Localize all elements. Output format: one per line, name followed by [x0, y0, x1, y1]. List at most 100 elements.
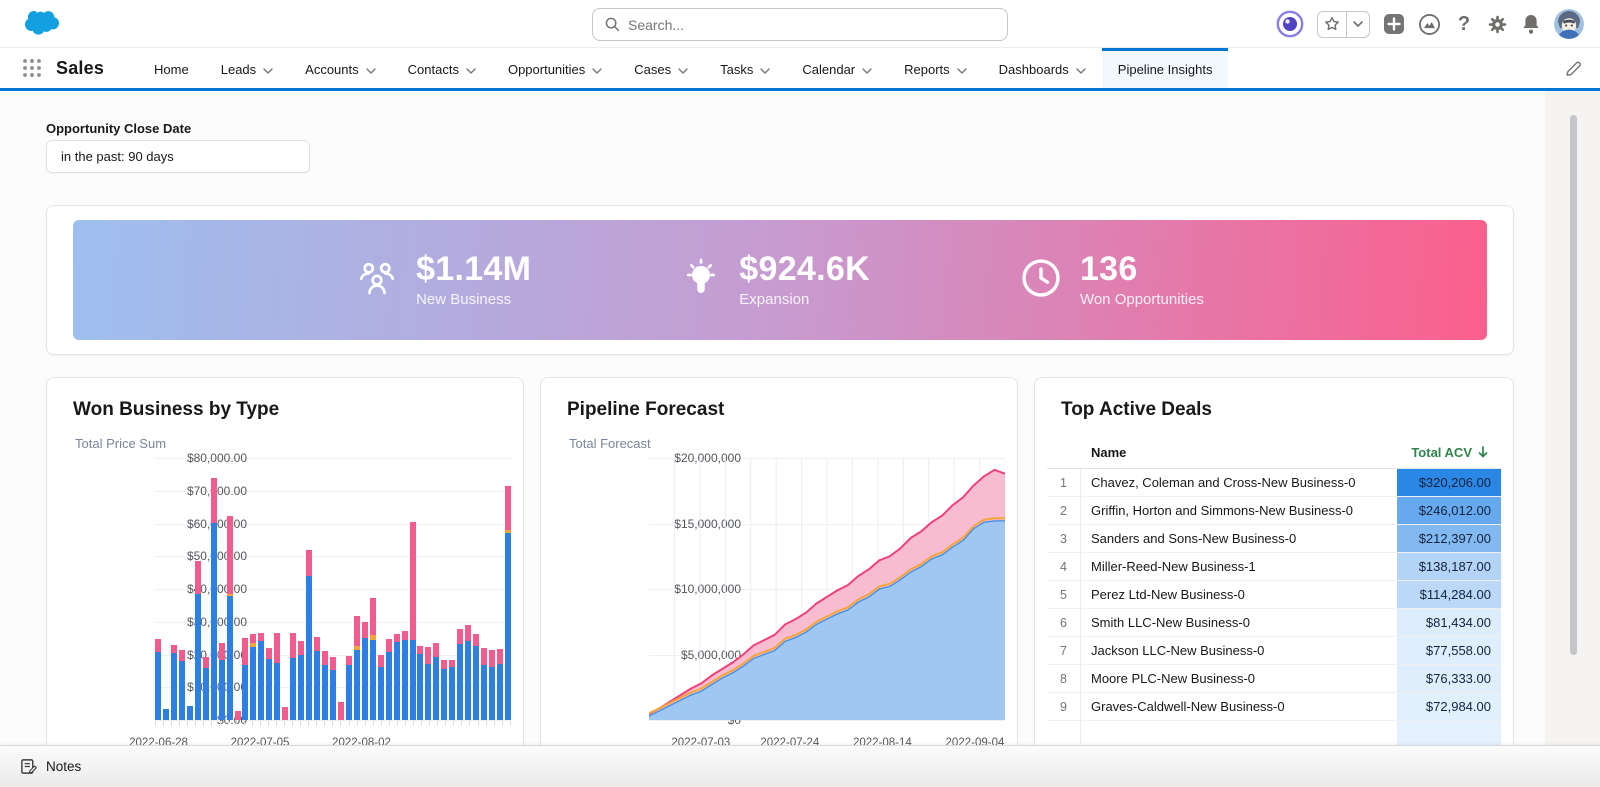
tab-calendar[interactable]: Calendar — [786, 48, 888, 88]
bar[interactable] — [345, 656, 352, 720]
table-row[interactable]: 1 Chavez, Coleman and Cross-New Business-… — [1047, 469, 1501, 497]
agentforce-icon[interactable] — [1276, 10, 1304, 38]
x-tick — [485, 721, 487, 725]
bar[interactable] — [481, 648, 488, 720]
help-icon[interactable]: ? — [1454, 13, 1474, 35]
setup-gear-icon[interactable] — [1487, 14, 1508, 35]
bar[interactable] — [194, 561, 201, 720]
bar[interactable] — [242, 638, 249, 720]
bar[interactable] — [178, 650, 185, 720]
table-row[interactable]: 7 Jackson LLC-New Business-0 $77,558.00 — [1047, 637, 1501, 665]
tab-contacts[interactable]: Contacts — [392, 48, 492, 88]
table-row-partial[interactable] — [1047, 721, 1501, 745]
table-row[interactable]: 4 Miller-Reed-New Business-1 $138,187.00 — [1047, 553, 1501, 581]
x-tick — [300, 721, 302, 725]
salesforce-logo-icon — [20, 10, 60, 38]
notes-utility-button[interactable]: Notes — [0, 746, 101, 787]
table-row[interactable]: 5 Perez Ltd-New Business-0 $114,284.00 — [1047, 581, 1501, 609]
bar[interactable] — [504, 486, 511, 720]
table-row[interactable]: 3 Sanders and Sons-New Business-0 $212,397… — [1047, 525, 1501, 553]
bar[interactable] — [449, 660, 456, 720]
bar-segment — [345, 656, 352, 665]
favorites-caret-icon[interactable] — [1346, 11, 1369, 37]
bar[interactable] — [306, 550, 313, 720]
bar-segment — [489, 667, 496, 720]
area-chart-svg — [649, 458, 1005, 720]
bar[interactable] — [170, 645, 177, 720]
bar-segment — [361, 638, 368, 720]
tab-dashboards[interactable]: Dashboards — [983, 48, 1102, 88]
bar[interactable] — [441, 660, 448, 720]
bar[interactable] — [417, 646, 424, 720]
table-row[interactable]: 9 Graves-Caldwell-New Business-0 $72,984.0… — [1047, 693, 1501, 721]
bar[interactable] — [401, 631, 408, 720]
bar[interactable] — [385, 639, 392, 720]
tab-pipeline-insights[interactable]: Pipeline Insights — [1101, 48, 1229, 88]
bar[interactable] — [258, 633, 265, 720]
bar[interactable] — [266, 648, 273, 720]
tab-reports[interactable]: Reports — [888, 48, 983, 88]
tab-cases[interactable]: Cases — [618, 48, 704, 88]
bar[interactable] — [298, 641, 305, 720]
bar[interactable] — [393, 634, 400, 720]
bar[interactable] — [290, 633, 297, 720]
x-tick — [227, 721, 229, 725]
tab-opportunities[interactable]: Opportunities — [492, 48, 618, 88]
bar[interactable] — [433, 643, 440, 720]
tab-home[interactable]: Home — [138, 48, 205, 88]
bar[interactable] — [314, 637, 321, 720]
column-header-total-acv[interactable]: Total ACV — [1411, 445, 1489, 460]
x-tick — [404, 721, 406, 725]
notifications-bell-icon[interactable] — [1521, 13, 1541, 35]
chart-title: Won Business by Type — [73, 399, 280, 420]
table-row[interactable]: 6 Smith LLC-New Business-0 $81,434.00 — [1047, 609, 1501, 637]
bar[interactable] — [218, 643, 225, 720]
bar[interactable] — [250, 634, 257, 720]
tab-accounts[interactable]: Accounts — [289, 48, 391, 88]
bar[interactable] — [202, 657, 209, 720]
bar-segment — [266, 659, 273, 720]
table-row[interactable]: 2 Griffin, Horton and Simmons-New Busines… — [1047, 497, 1501, 525]
bar[interactable] — [496, 649, 503, 720]
bar[interactable] — [234, 711, 241, 720]
bar[interactable] — [226, 516, 233, 720]
bar[interactable] — [162, 709, 169, 720]
tab-tasks[interactable]: Tasks — [704, 48, 786, 88]
bar[interactable] — [210, 478, 217, 720]
deal-total-acv: $77,558.00 — [1397, 637, 1501, 664]
bar[interactable] — [457, 629, 464, 720]
bar[interactable] — [186, 706, 193, 720]
bar[interactable] — [322, 651, 329, 720]
bar[interactable] — [377, 655, 384, 720]
guidance-center-icon[interactable] — [1418, 13, 1441, 36]
bar[interactable] — [369, 598, 376, 720]
favorites-star-icon[interactable] — [1318, 12, 1346, 37]
bar-segment — [226, 516, 233, 594]
bar[interactable] — [282, 707, 289, 720]
kpi-card: $1.14M New Business $924.6K Expansion 136 Won… — [46, 205, 1514, 355]
deal-name: Moore PLC-New Business-0 — [1091, 671, 1256, 686]
app-launcher-icon[interactable] — [22, 48, 42, 88]
bar[interactable] — [353, 616, 360, 720]
bar[interactable] — [425, 647, 432, 720]
bar[interactable] — [274, 633, 281, 720]
bar[interactable] — [489, 650, 496, 720]
bar[interactable] — [409, 522, 416, 720]
chevron-down-icon — [678, 62, 688, 77]
tab-leads[interactable]: Leads — [205, 48, 289, 88]
user-avatar[interactable] — [1554, 9, 1584, 39]
close-date-filter-input[interactable] — [46, 140, 310, 173]
bar[interactable] — [155, 639, 161, 720]
search-input[interactable] — [628, 16, 995, 33]
bar[interactable] — [465, 625, 472, 720]
table-row[interactable]: 8 Moore PLC-New Business-0 $76,333.00 — [1047, 665, 1501, 693]
bar[interactable] — [361, 622, 368, 720]
vertical-scrollbar[interactable] — [1570, 115, 1577, 655]
global-actions-plus-icon[interactable] — [1383, 13, 1405, 35]
bar[interactable] — [337, 702, 344, 720]
bar[interactable] — [329, 657, 336, 720]
global-search[interactable] — [592, 8, 1008, 41]
bar[interactable] — [473, 634, 480, 720]
column-header-name[interactable]: Name — [1091, 445, 1127, 460]
edit-pencil-icon[interactable] — [1565, 48, 1582, 88]
